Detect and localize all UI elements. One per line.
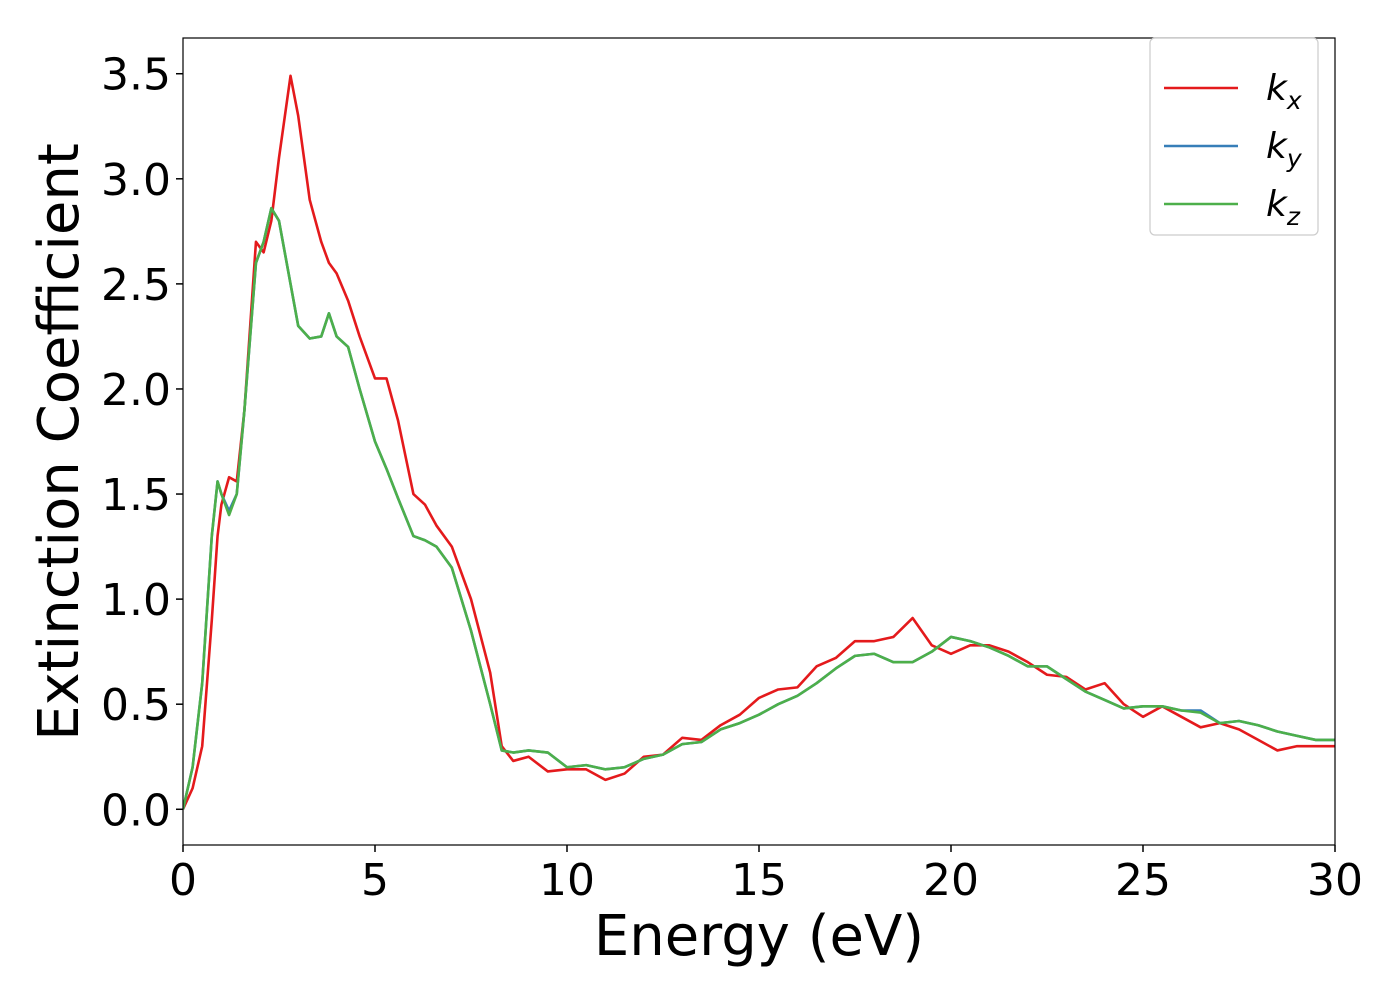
legend-label-base: k [1266, 68, 1289, 109]
legend-label: kx [1266, 68, 1302, 115]
legend-label-base: k [1266, 184, 1289, 225]
y-tick-label: 3.5 [101, 50, 171, 101]
y-axis-label: Extinction Coefficient [27, 143, 92, 741]
y-tick-label: 0.0 [101, 785, 171, 836]
legend-label-base: k [1266, 126, 1289, 167]
x-tick-label: 15 [731, 855, 787, 906]
legend-label-sub: y [1286, 144, 1303, 173]
plot-frame [182, 37, 1336, 846]
y-tick-label: 1.0 [101, 575, 171, 626]
data-line [183, 206, 1335, 810]
x-tick-label: 30 [1307, 855, 1363, 906]
y-tick-label: 3.0 [101, 155, 171, 206]
x-tick-label: 0 [169, 855, 197, 906]
x-tick-label: 20 [923, 855, 979, 906]
legend-label: ky [1266, 126, 1303, 173]
y-tick-label: 2.0 [101, 365, 171, 416]
legend-label-sub: z [1286, 202, 1301, 231]
x-tick-label: 10 [539, 855, 595, 906]
data-line [183, 74, 1335, 810]
x-axis-label: Energy (eV) [594, 904, 924, 969]
x-tick-label: 5 [361, 855, 389, 906]
x-tick-label: 25 [1115, 855, 1171, 906]
y-tick-label: 2.5 [101, 260, 171, 311]
y-tick-label: 1.5 [101, 470, 171, 521]
y-tick-label: 0.5 [101, 680, 171, 731]
legend-label-sub: x [1286, 86, 1302, 115]
legend-label: kz [1266, 184, 1301, 231]
